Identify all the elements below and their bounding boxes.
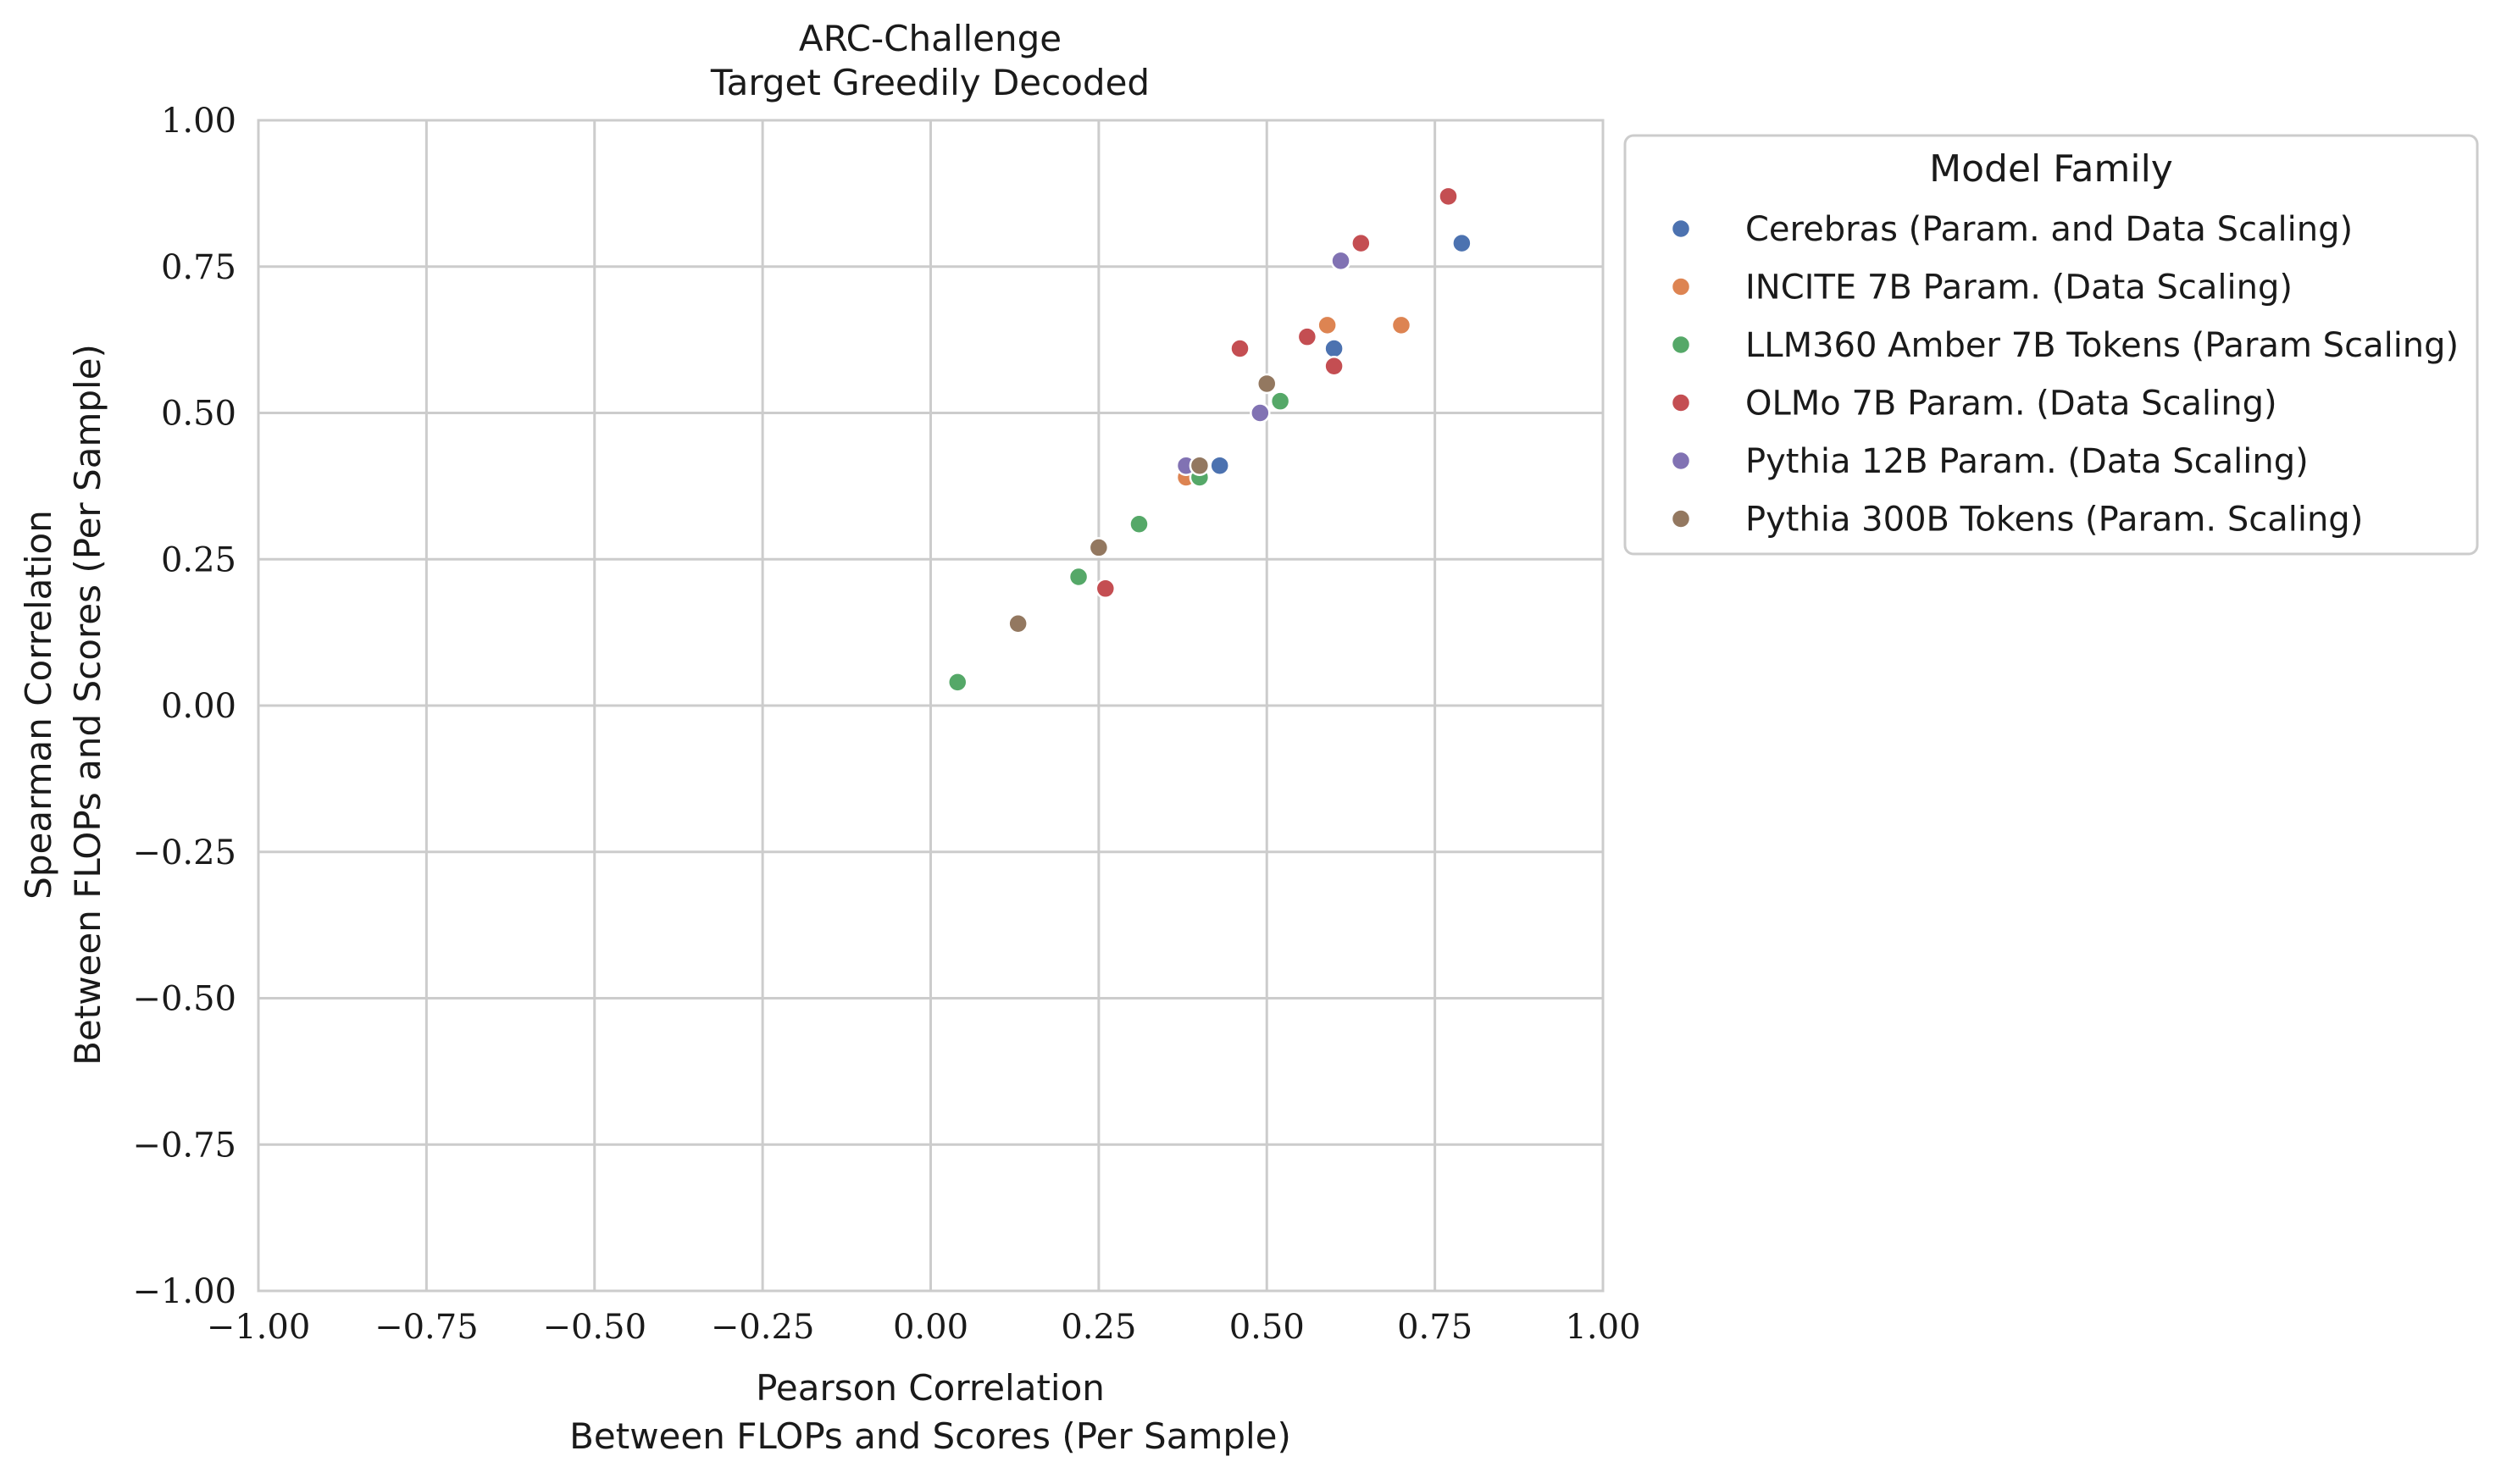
y-tick-label: 0.75 xyxy=(161,248,236,287)
y-tick-label: 1.00 xyxy=(161,102,236,141)
x-axis-title-line-2: Between FLOPs and Scores (Per Sample) xyxy=(569,1415,1291,1457)
data-point xyxy=(1128,513,1150,535)
data-points xyxy=(946,186,1472,693)
data-point xyxy=(1451,232,1472,254)
x-tick-label: −0.25 xyxy=(711,1308,815,1347)
x-tick-label: 0.75 xyxy=(1397,1308,1472,1347)
tick-labels: −1.00 −0.75 −0.50 −0.25 0.00 0.25 0.50 0.75 1.00… xyxy=(132,102,1640,1347)
data-point xyxy=(1068,566,1090,588)
y-tick-label: 0.50 xyxy=(161,395,236,434)
data-point xyxy=(1438,186,1459,208)
legend-marker xyxy=(1670,218,1692,240)
data-point xyxy=(1189,455,1211,476)
legend-label: OLMo 7B Param. (Data Scaling) xyxy=(1745,385,2277,424)
x-tick-label: 0.00 xyxy=(893,1308,968,1347)
y-tick-label: −0.25 xyxy=(132,833,236,872)
legend: Model Family Cerebras (Param. and Data S… xyxy=(1623,134,2479,556)
plot-frame xyxy=(257,119,1605,1293)
data-point xyxy=(1007,613,1029,634)
legend-label: Pythia 12B Param. (Data Scaling) xyxy=(1745,442,2309,481)
data-point xyxy=(1317,314,1338,336)
data-point xyxy=(1350,232,1372,254)
data-point xyxy=(1088,537,1110,558)
data-point xyxy=(1256,373,1278,395)
data-point xyxy=(1296,326,1318,347)
y-tick-label: −1.00 xyxy=(132,1272,236,1311)
data-point xyxy=(1209,455,1230,476)
data-point xyxy=(1323,355,1345,377)
data-point xyxy=(1229,338,1250,359)
data-point xyxy=(946,672,968,693)
y-tick-label: 0.00 xyxy=(161,687,236,726)
legend-label: INCITE 7B Param. (Data Scaling) xyxy=(1745,269,2293,307)
y-tick-label: −0.50 xyxy=(132,980,236,1019)
legend-marker xyxy=(1670,392,1692,413)
legend-marker xyxy=(1670,508,1692,529)
legend-box xyxy=(1623,134,2479,556)
legend-marker xyxy=(1670,334,1692,356)
x-tick-label: −1.00 xyxy=(207,1308,311,1347)
x-tick-label: −0.75 xyxy=(374,1308,479,1347)
x-axis-title-line-1: Pearson Correlation xyxy=(756,1367,1105,1409)
data-point xyxy=(1390,314,1412,336)
y-axis-title-line-2: Between FLOPs and Scores (Per Sample) xyxy=(67,344,108,1066)
legend-marker xyxy=(1670,450,1692,472)
chart-title-line-2: Target Greedily Decoded xyxy=(710,62,1150,103)
legend-label: Cerebras (Param. and Data Scaling) xyxy=(1745,210,2353,249)
chart-title-line-1: ARC-Challenge xyxy=(799,18,1062,59)
x-tick-label: 0.50 xyxy=(1229,1308,1305,1347)
legend-label: Pythia 300B Tokens (Param. Scaling) xyxy=(1745,501,2363,540)
legend-marker xyxy=(1670,276,1692,297)
y-tick-label: −0.75 xyxy=(132,1126,236,1165)
data-point xyxy=(1330,250,1351,272)
grid-lines xyxy=(257,119,1605,1293)
x-tick-label: 0.25 xyxy=(1061,1308,1136,1347)
y-axis-title-line-1: Spearman Correlation xyxy=(18,510,59,900)
legend-label: LLM360 Amber 7B Tokens (Param Scaling) xyxy=(1745,326,2459,365)
data-point xyxy=(1250,402,1271,424)
x-tick-label: 1.00 xyxy=(1565,1308,1640,1347)
legend-title: Model Family xyxy=(1929,147,2173,191)
data-point xyxy=(1095,578,1117,600)
data-point xyxy=(1323,338,1345,359)
data-point xyxy=(1269,390,1291,412)
x-tick-label: −0.50 xyxy=(542,1308,646,1347)
y-tick-label: 0.25 xyxy=(161,540,236,579)
